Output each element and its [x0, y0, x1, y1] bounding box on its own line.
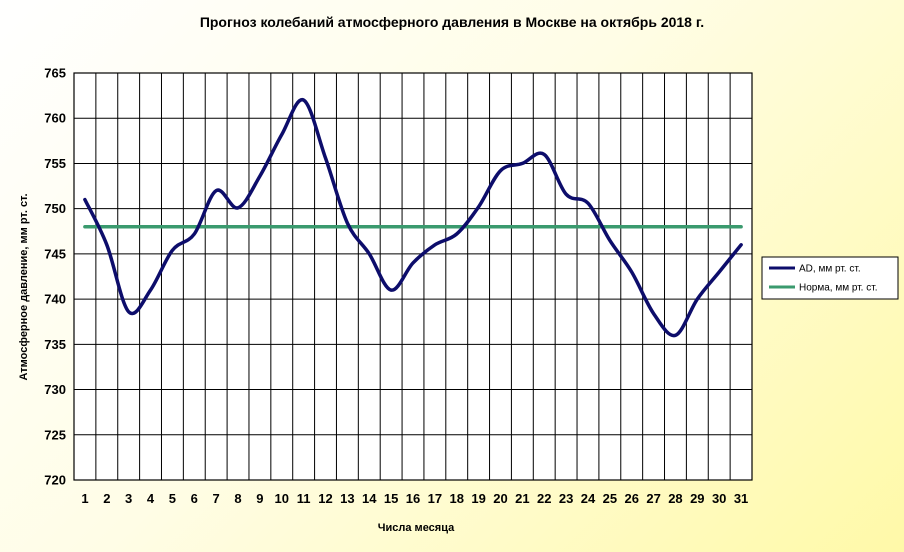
y-axis-ticks: 720 725 730 735 740 745 750 755 760 765	[44, 66, 66, 488]
plot-area	[74, 73, 752, 480]
x-tick-label: 4	[147, 491, 155, 506]
x-tick-label: 6	[191, 491, 198, 506]
x-tick-label: 5	[169, 491, 176, 506]
x-tick-label: 23	[559, 491, 573, 506]
legend-label-ad: AD, мм рт. ст.	[799, 264, 861, 275]
y-tick-label: 760	[44, 111, 66, 126]
x-tick-label: 9	[256, 491, 263, 506]
y-tick-label: 720	[44, 473, 66, 488]
x-tick-label: 17	[428, 491, 442, 506]
x-tick-label: 31	[734, 491, 748, 506]
x-tick-label: 11	[297, 491, 311, 506]
x-tick-label: 19	[471, 491, 485, 506]
x-tick-label: 24	[581, 491, 596, 506]
legend-label-norm: Норма, мм рт. ст.	[799, 283, 878, 294]
y-tick-label: 755	[44, 156, 66, 171]
x-tick-label: 20	[493, 491, 507, 506]
x-tick-label: 1	[81, 491, 88, 506]
x-tick-label: 15	[384, 491, 398, 506]
plot-border	[73, 72, 753, 481]
x-tick-label: 26	[624, 491, 638, 506]
x-tick-label: 28	[668, 491, 682, 506]
x-tick-label: 21	[515, 491, 529, 506]
y-tick-label: 765	[44, 66, 66, 81]
y-tick-label: 740	[44, 292, 66, 307]
series-layer	[83, 98, 743, 338]
x-tick-label: 10	[275, 491, 289, 506]
y-tick-label: 745	[44, 246, 66, 261]
x-tick-label: 16	[406, 491, 420, 506]
x-axis-label: Числа месяца	[378, 522, 455, 534]
x-tick-label: 30	[712, 491, 726, 506]
x-tick-label: 29	[690, 491, 704, 506]
x-tick-label: 25	[603, 491, 617, 506]
x-tick-label: 2	[103, 491, 110, 506]
x-tick-label: 27	[646, 491, 660, 506]
legend-box	[761, 256, 899, 300]
x-tick-label: 14	[362, 491, 377, 506]
x-tick-label: 3	[125, 491, 132, 506]
y-tick-label: 735	[44, 337, 66, 352]
y-tick-label: 725	[44, 427, 66, 442]
x-tick-label: 18	[450, 491, 464, 506]
x-axis-ticks: 1 2 3 4 5 6 7 8 9 10 11 12 13 14 15 16 17 18 19 20 21 22 23 24 2…	[81, 491, 748, 506]
x-tick-label: 7	[213, 491, 220, 506]
y-tick-label: 750	[44, 201, 66, 216]
y-axis-label: Атмосферное давление, мм рт. ст.	[18, 193, 30, 380]
x-tick-label: 8	[234, 491, 241, 506]
x-tick-label: 22	[537, 491, 551, 506]
x-tick-label: 12	[318, 491, 332, 506]
series-line-ad	[83, 98, 743, 338]
x-tick-label: 13	[340, 491, 354, 506]
legend: AD, мм рт. ст. Норма, мм рт. ст.	[761, 256, 899, 300]
y-tick-label: 730	[44, 382, 66, 397]
chart-title: Прогноз колебаний атмосферного давления …	[200, 14, 704, 30]
